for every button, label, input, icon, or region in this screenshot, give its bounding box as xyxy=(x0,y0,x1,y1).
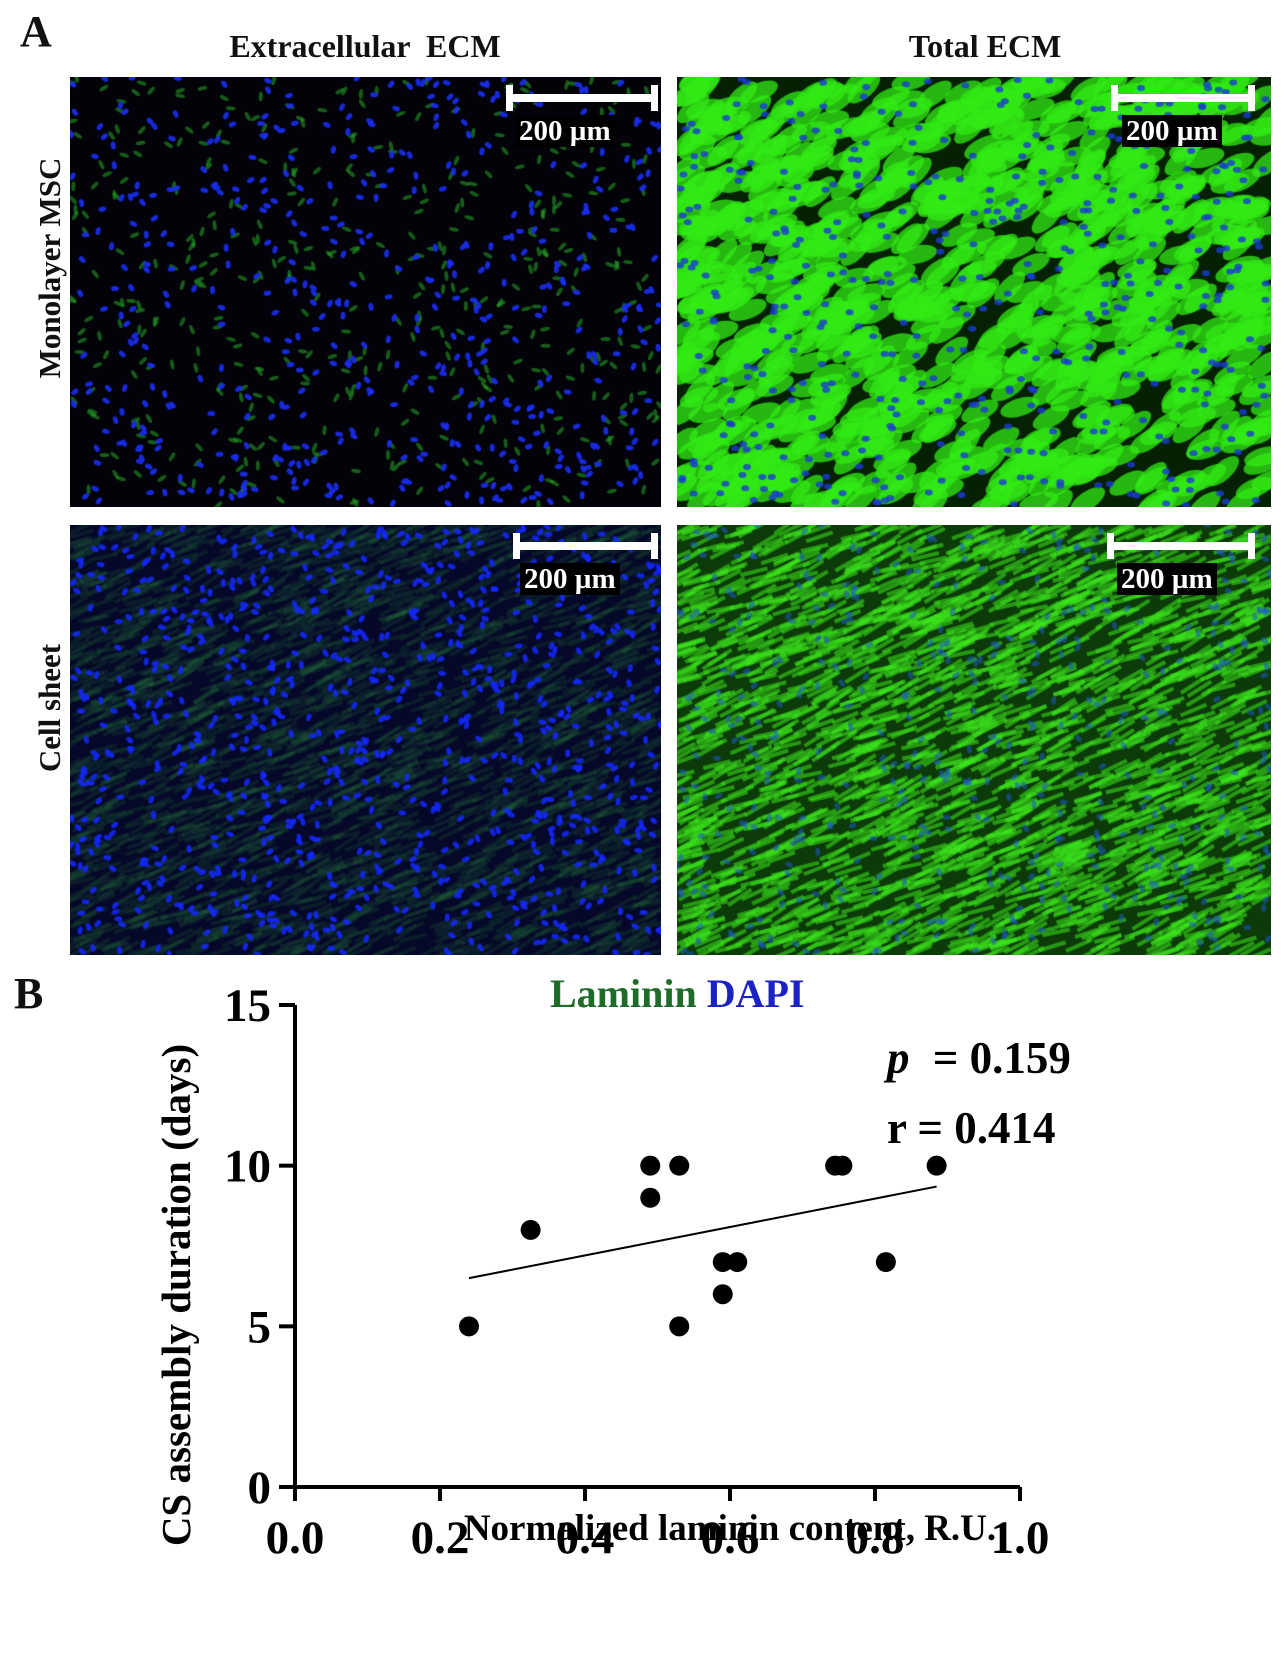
x-tick-label: 1.0 xyxy=(991,1512,1050,1564)
row-title-cell-sheet: Cell sheet xyxy=(32,643,67,773)
data-point xyxy=(727,1252,748,1273)
scale-bar xyxy=(506,85,658,111)
data-point xyxy=(640,1187,661,1208)
data-point xyxy=(669,1155,690,1176)
data-point xyxy=(520,1219,541,1240)
legend-laminin: Laminin xyxy=(550,971,697,1016)
data-point xyxy=(712,1284,733,1305)
x-tick-label: 0.8 xyxy=(846,1512,905,1564)
p-value: = 0.159 xyxy=(933,1033,1071,1083)
column-title-extracellular-ecm: Extracellular ECM xyxy=(229,28,501,64)
scale-bar-label: 200 µm xyxy=(1117,563,1217,595)
data-point xyxy=(926,1155,947,1176)
scatter-plot: 0.0 0.2 0.4 0.6 0.8 1.0 0 5 10 15 CS assembly dur… xyxy=(153,980,1071,1564)
data-point xyxy=(640,1155,661,1176)
row-title-monolayer-msc: Monolayer MSC xyxy=(32,157,67,379)
plot-marks xyxy=(459,1155,947,1337)
plot-axes xyxy=(293,1005,1020,1489)
panel-b-label: B xyxy=(14,969,44,1018)
scale-bar xyxy=(513,533,658,559)
micrograph-monolayer-extracellular: 200 µm xyxy=(70,77,661,507)
micrograph-cellsheet-total: 200 µm xyxy=(677,525,1271,955)
data-point xyxy=(712,1252,733,1273)
legend-dapi: DAPI xyxy=(706,971,805,1016)
y-tick-label: 10 xyxy=(224,1141,271,1193)
plot-ticks: 0.0 0.2 0.4 0.6 0.8 1.0 0 5 10 15 xyxy=(224,980,1049,1564)
scale-bar-label: 200 µm xyxy=(520,563,620,595)
scale-bar xyxy=(1111,85,1255,111)
column-title-total-ecm: Total ECM xyxy=(908,28,1062,64)
p-symbol: p xyxy=(883,1033,910,1083)
x-tick-label: 0.4 xyxy=(556,1512,615,1564)
data-point xyxy=(669,1316,690,1337)
x-axis-label: Normalized laminin content, R.U. xyxy=(464,1508,996,1549)
scale-bar xyxy=(1107,533,1255,559)
micrograph-cellsheet-extracellular: 200 µm xyxy=(70,525,661,955)
r-value-stat: r = 0.414 xyxy=(887,1103,1056,1153)
micrograph-image xyxy=(70,77,661,507)
micrograph-image xyxy=(677,77,1271,507)
scale-bar-label: 200 µm xyxy=(515,115,615,147)
data-point xyxy=(875,1252,896,1273)
micrograph-image xyxy=(70,525,661,955)
y-tick-label: 15 xyxy=(224,980,271,1032)
stain-legend: Laminin DAPI xyxy=(550,970,805,1017)
micrograph-monolayer-total: 200 µm xyxy=(677,77,1271,507)
scale-bar-label: 200 µm xyxy=(1122,115,1222,147)
y-tick-label: 5 xyxy=(248,1301,272,1353)
data-point xyxy=(459,1316,479,1337)
regression-line xyxy=(468,1185,937,1280)
micrograph-image xyxy=(677,525,1271,955)
p-value-stat: p = 0.159 xyxy=(883,1033,1071,1083)
data-point xyxy=(832,1155,853,1176)
x-tick-label: 0.2 xyxy=(411,1512,470,1564)
y-tick-label: 0 xyxy=(248,1462,272,1514)
panel-a-label: A xyxy=(20,7,52,56)
x-tick-label: 0.0 xyxy=(266,1512,325,1564)
y-axis-label: CS assembly duration (days) xyxy=(153,1044,199,1546)
x-tick-label: 0.6 xyxy=(701,1512,760,1564)
